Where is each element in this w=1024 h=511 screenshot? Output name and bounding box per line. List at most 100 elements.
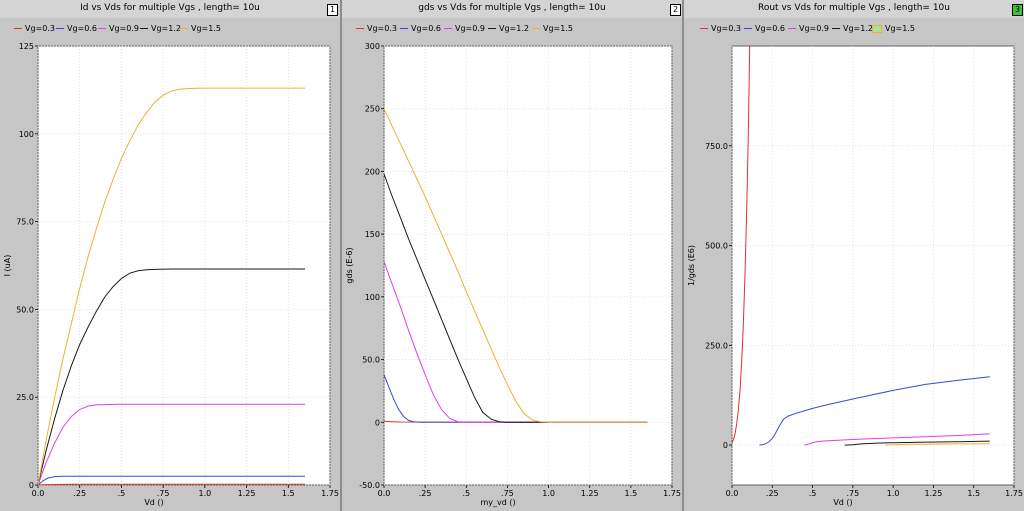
legend-label: Vg=0.9 xyxy=(799,24,829,33)
panel-number-badge[interactable]: 2 xyxy=(670,4,681,16)
panel-number-badge[interactable]: 3 xyxy=(1012,4,1023,16)
legend-label: Vg=0.6 xyxy=(411,24,441,33)
x-tick-label: 1.25 xyxy=(925,489,943,498)
legend-swatch xyxy=(832,28,840,29)
legend: Vg=0.3 Vg=0.6 Vg=0.9 Vg=1.2 Vg=1.5 xyxy=(0,18,340,38)
legend-item[interactable]: Vg=0.6 xyxy=(744,24,785,33)
y-axis-label: I (uA) xyxy=(3,255,12,277)
legend-item[interactable]: Vg=1.5 xyxy=(180,24,221,33)
panel-title: Rout vs Vds for multiple Vgs , length= 1… xyxy=(758,3,950,13)
legend-swatch xyxy=(56,28,64,29)
x-tick-label: 1.75 xyxy=(1005,489,1023,498)
series-line-vg-0-9 xyxy=(804,433,990,446)
legend-item[interactable]: Vg=0.9 xyxy=(98,24,139,33)
y-tick-label: 75.0 xyxy=(16,218,34,227)
legend-swatch xyxy=(356,28,364,29)
x-tick-label: .75 xyxy=(846,489,859,498)
y-axis-label: 1/gds (E6) xyxy=(687,245,696,286)
x-tick-label: .25 xyxy=(73,489,86,498)
legend-label: Vg=1.2 xyxy=(499,24,529,33)
legend-item[interactable]: Vg=0.3 xyxy=(356,24,397,33)
plot-area xyxy=(383,45,673,486)
series-line-vg-1-2 xyxy=(38,268,305,485)
legend-item[interactable]: Vg=0.6 xyxy=(56,24,97,33)
x-tick-label: 1.5 xyxy=(282,489,295,498)
legend-swatch xyxy=(488,28,496,29)
y-axis-label: gds (E-6) xyxy=(345,247,354,283)
x-tick-label: .25 xyxy=(419,489,432,498)
legend-label: Vg=0.3 xyxy=(25,24,55,33)
series-line-vg-0-9 xyxy=(38,403,305,485)
series-line-vg-1-2 xyxy=(844,440,990,446)
x-tick-label: .5 xyxy=(462,489,470,498)
plot-panel-rout: Rout vs Vds for multiple Vgs , length= 1… xyxy=(684,0,1024,511)
legend-item[interactable]: Vg=1.2 xyxy=(488,24,529,33)
legend-swatch xyxy=(872,24,882,33)
chart-svg: 0.0 .25 .5 .75 1.0 1.25 1.5 1.75 0 250.0 500.0 750.… xyxy=(687,45,1023,507)
legend-swatch xyxy=(700,28,708,29)
legend-swatch xyxy=(140,28,148,29)
series-group xyxy=(38,87,305,485)
legend-label: Vg=1.5 xyxy=(885,24,915,33)
legend-swatch xyxy=(532,28,540,29)
panel-divider[interactable] xyxy=(682,0,684,511)
legend-label: Vg=0.6 xyxy=(755,24,785,33)
y-tick-label: 200 xyxy=(365,167,380,176)
legend-swatch xyxy=(14,28,22,29)
series-line-vg-1-2 xyxy=(384,173,549,423)
x-tick-label: 1.0 xyxy=(542,489,555,498)
series-line-vg-0-9 xyxy=(384,261,648,423)
series-line-vg-1-5 xyxy=(38,87,305,485)
legend-item[interactable]: Vg=1.2 xyxy=(832,24,873,33)
y-tick-label: 100 xyxy=(19,130,34,139)
legend-item[interactable]: Vg=0.3 xyxy=(700,24,741,33)
plot-panel-id: Id vs Vds for multiple Vgs , length= 10u… xyxy=(0,0,340,511)
legend-label: Vg=0.9 xyxy=(455,24,485,33)
series-line-vg-0-6 xyxy=(759,376,990,446)
legend-item[interactable]: Vg=1.2 xyxy=(140,24,181,33)
y-tick-label: 0 xyxy=(29,481,34,490)
legend-swatch xyxy=(444,28,452,29)
series-line-vg-0-3 xyxy=(732,46,751,444)
y-tick-label: 50.0 xyxy=(16,305,34,314)
legend-label: Vg=0.6 xyxy=(67,24,97,33)
y-tick-label: 25.0 xyxy=(16,393,34,402)
plot-area xyxy=(731,45,1015,486)
x-axis-label: Vd () xyxy=(833,498,852,507)
x-tick-label: 0.0 xyxy=(726,489,739,498)
y-tick-label: 250 xyxy=(365,105,380,114)
x-tick-label: .5 xyxy=(118,489,126,498)
legend-item[interactable]: Vg=0.3 xyxy=(14,24,55,33)
x-tick-label: .75 xyxy=(157,489,170,498)
panel-title: gds vs Vds for multiple Vgs , length= 10… xyxy=(418,3,606,13)
x-tick-label: 0.0 xyxy=(32,489,45,498)
panel-divider[interactable] xyxy=(340,0,342,511)
x-tick-label: 1.0 xyxy=(198,489,211,498)
legend-item[interactable]: Vg=1.5 xyxy=(532,24,573,33)
legend-label: Vg=0.3 xyxy=(711,24,741,33)
series-line-vg-1-5 xyxy=(384,108,648,423)
legend-swatch xyxy=(788,28,796,29)
legend-label: Vg=1.2 xyxy=(843,24,873,33)
legend: Vg=0.3 Vg=0.6 Vg=0.9 Vg=1.2 Vg=1.5 xyxy=(342,18,682,38)
x-tick-label: 1.0 xyxy=(887,489,900,498)
x-tick-label: 1.25 xyxy=(238,489,256,498)
legend-item[interactable]: Vg=0.9 xyxy=(444,24,485,33)
plot-area xyxy=(37,45,331,486)
y-tick-label: 300 xyxy=(365,42,380,51)
x-axis-label: my_vd () xyxy=(480,498,515,507)
legend-item[interactable]: Vg=0.9 xyxy=(788,24,829,33)
x-tick-label: 1.75 xyxy=(321,489,339,498)
y-tick-label: 750.0 xyxy=(705,142,728,151)
legend: Vg=0.3 Vg=0.6 Vg=0.9 Vg=1.2 Vg=1.5 xyxy=(684,18,1024,38)
legend-label: Vg=0.3 xyxy=(367,24,397,33)
y-tick-label: 250.0 xyxy=(705,341,728,350)
plot-panel-gds: gds vs Vds for multiple Vgs , length= 10… xyxy=(342,0,682,511)
legend-label: Vg=1.5 xyxy=(191,24,221,33)
panel-number-badge[interactable]: 1 xyxy=(327,4,338,16)
x-tick-label: .25 xyxy=(766,489,779,498)
x-tick-label: 1.75 xyxy=(663,489,681,498)
legend-swatch xyxy=(400,28,408,29)
legend-item[interactable]: Vg=1.5 xyxy=(872,24,915,33)
legend-item[interactable]: Vg=0.6 xyxy=(400,24,441,33)
